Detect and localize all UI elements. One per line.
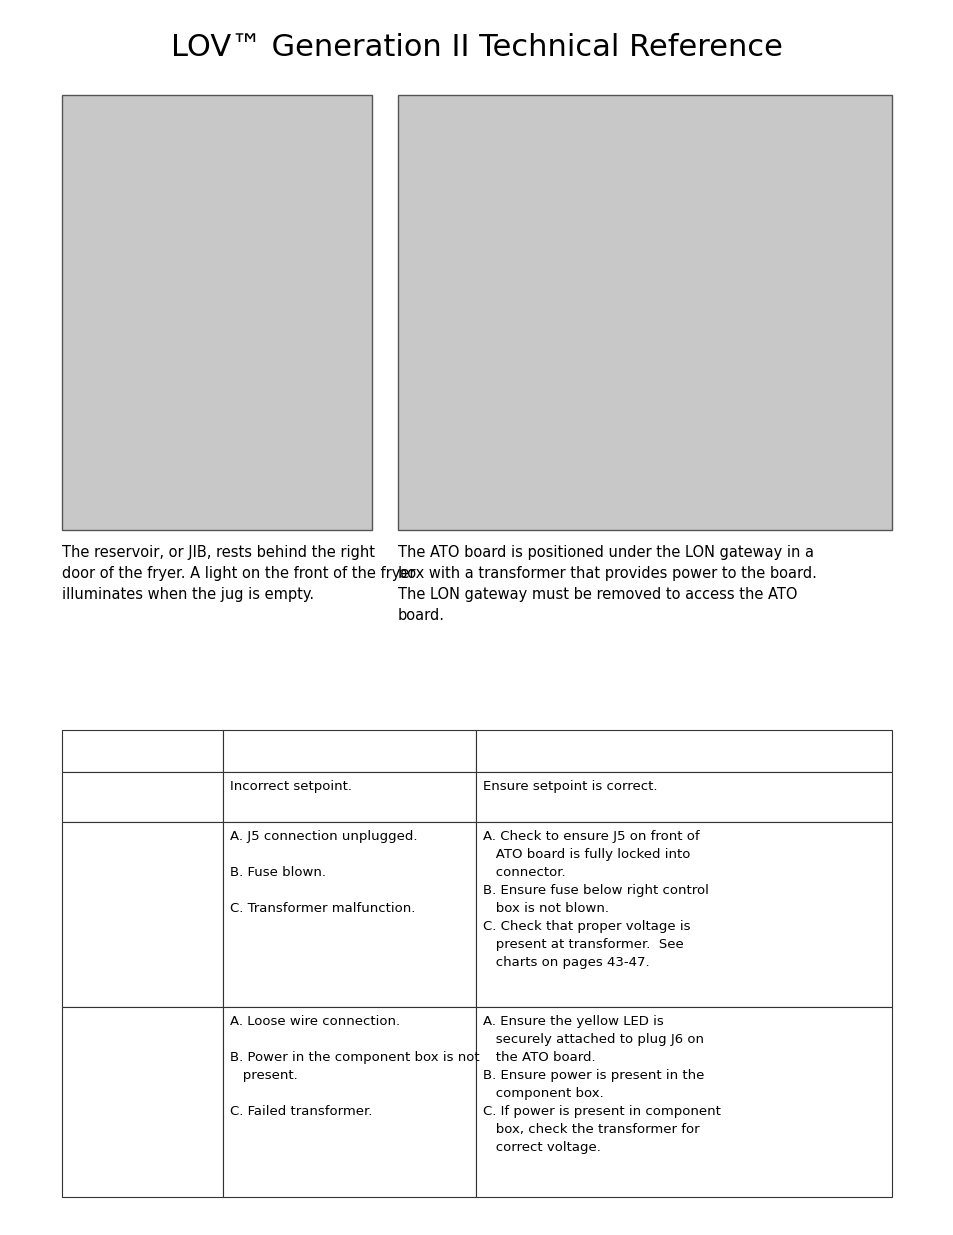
Bar [476, 730, 891, 772]
Bar [476, 823, 891, 1007]
Text: LOV™ Generation II Technical Reference: LOV™ Generation II Technical Reference [171, 33, 782, 63]
Text: A. Ensure the yellow LED is
   securely attached to plug J6 on
   the ATO board.: A. Ensure the yellow LED is securely att… [482, 1015, 720, 1153]
Bar [223, 1007, 476, 1197]
Text: The ATO board is positioned under the LON gateway in a
box with a transformer th: The ATO board is positioned under the LO… [397, 545, 816, 622]
Text: A. Check to ensure J5 on front of
   ATO board is fully locked into
   connector: A. Check to ensure J5 on front of ATO bo… [482, 830, 708, 969]
Bar [397, 95, 891, 530]
Bar [223, 772, 476, 823]
Text: Incorrect setpoint.: Incorrect setpoint. [230, 781, 352, 793]
Text: A. Loose wire connection.

B. Power in the component box is not
   present.

C. : A. Loose wire connection. B. Power in th… [230, 1015, 479, 1118]
Text: Ensure setpoint is correct.: Ensure setpoint is correct. [482, 781, 657, 793]
Bar [62, 823, 223, 1007]
Text: The reservoir, or JIB, rests behind the right
door of the fryer. A light on the : The reservoir, or JIB, rests behind the … [62, 545, 416, 601]
Bar [62, 730, 223, 772]
Bar [62, 772, 223, 823]
Bar [62, 95, 372, 530]
Bar [223, 730, 476, 772]
Bar [476, 772, 891, 823]
Bar [223, 823, 476, 1007]
Bar [476, 1007, 891, 1197]
Text: A. J5 connection unplugged.

B. Fuse blown.

C. Transformer malfunction.: A. J5 connection unplugged. B. Fuse blow… [230, 830, 417, 915]
Bar [62, 1007, 223, 1197]
